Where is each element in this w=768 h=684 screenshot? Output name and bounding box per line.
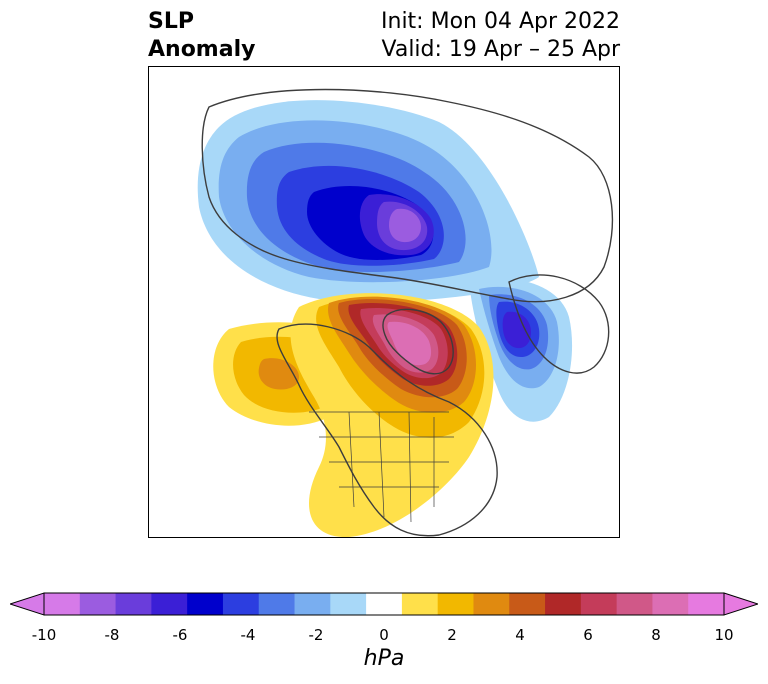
colorbar-tick-label: 10 (714, 626, 734, 644)
positive-anomaly-greenland (290, 293, 494, 537)
colorbar-tick-label: -2 (308, 626, 324, 644)
colorbar-extend-min (10, 592, 45, 616)
eurasia-coast (201, 88, 614, 303)
colorbar-tick-label: -6 (172, 626, 188, 644)
colorbar-extend-max (723, 592, 758, 616)
greenland-coast (382, 308, 454, 375)
negative-anomaly-siberia (197, 100, 540, 302)
colorbar-bin (580, 593, 618, 615)
title-left: SLP Anomaly (148, 8, 255, 64)
colorbar-bin (366, 593, 403, 615)
colorbar-bin (473, 593, 510, 615)
colorbar-tick-label: -8 (104, 626, 120, 644)
colorbar-bin (652, 593, 689, 615)
colorbar-bin (187, 593, 224, 615)
map-panel (148, 66, 620, 538)
colorbar-tick-label: 0 (379, 626, 389, 644)
colorbar-bin (294, 593, 331, 615)
colorbar-bin (401, 593, 439, 615)
colorbar-bin (616, 593, 653, 615)
colorbar (10, 592, 758, 616)
europe-coast (508, 274, 610, 374)
title-right: Init: Mon 04 Apr 2022 Valid: 19 Apr – 25… (381, 8, 620, 64)
colorbar-bin (222, 593, 260, 615)
title-variable: SLP (148, 9, 194, 34)
negative-anomaly-atlantic (469, 278, 573, 422)
colorbar-bin (330, 593, 367, 615)
colorbar-bin (509, 593, 546, 615)
land-outlines (201, 88, 614, 537)
colorbar-bin (79, 593, 117, 615)
colorbar-border (43, 592, 725, 616)
init-date: Init: Mon 04 Apr 2022 (381, 9, 620, 34)
north-america-coast (276, 323, 498, 537)
colorbar-bin (545, 593, 582, 615)
valid-range: Valid: 19 Apr – 25 Apr (381, 37, 621, 62)
colorbar-bin (44, 593, 81, 615)
colorbar-unit-label: hPa (363, 646, 405, 671)
colorbar-tick-label: 2 (447, 626, 457, 644)
title-type: Anomaly (148, 37, 256, 62)
colorbar-tick-label: -10 (31, 626, 57, 644)
colorbar-bin (688, 593, 725, 615)
colorbar-tick-label: 8 (651, 626, 661, 644)
colorbar-tick-label: 6 (583, 626, 593, 644)
state-borders (309, 411, 454, 523)
colorbar-tick-label: 4 (515, 626, 525, 644)
colorbar-bin (115, 593, 152, 615)
colorbar-bin (151, 593, 188, 615)
colorbar-bin (437, 593, 474, 615)
colorbar-tick-label: -4 (240, 626, 256, 644)
colorbar-bin (258, 593, 296, 615)
map-svg (197, 88, 614, 537)
